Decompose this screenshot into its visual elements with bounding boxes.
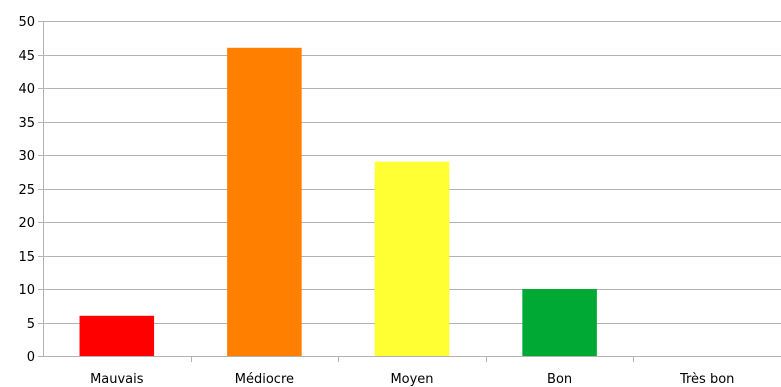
y-tick-label: 40 — [18, 82, 35, 97]
y-tick-label: 0 — [27, 350, 35, 365]
bars — [79, 47, 597, 357]
x-category-label: Bon — [547, 372, 572, 387]
bar-m-diocre — [227, 47, 302, 357]
y-tick-label: 30 — [18, 149, 35, 164]
y-tick-label: 5 — [27, 317, 35, 332]
axes — [38, 21, 781, 362]
y-tick-label: 35 — [18, 116, 35, 131]
x-category-label: Mauvais — [90, 372, 144, 387]
y-tick-label: 45 — [18, 49, 35, 64]
y-tick-label: 50 — [18, 15, 35, 30]
x-category-labels: Mauvais Médiocre Moyen Bon Très bon — [90, 372, 734, 387]
bar-moyen — [374, 161, 450, 356]
bar-bon — [522, 289, 597, 356]
y-tick-labels: 0 5 10 15 20 25 30 35 40 45 50 — [18, 15, 35, 365]
y-tick-label: 25 — [18, 183, 35, 198]
x-category-label: Médiocre — [235, 372, 294, 387]
y-tick-label: 20 — [18, 216, 35, 231]
bar-mauvais — [79, 315, 155, 356]
y-tick-label: 10 — [18, 283, 35, 298]
x-category-label: Moyen — [390, 372, 433, 387]
x-category-label: Très bon — [679, 372, 734, 387]
y-tick-label: 15 — [18, 250, 35, 265]
